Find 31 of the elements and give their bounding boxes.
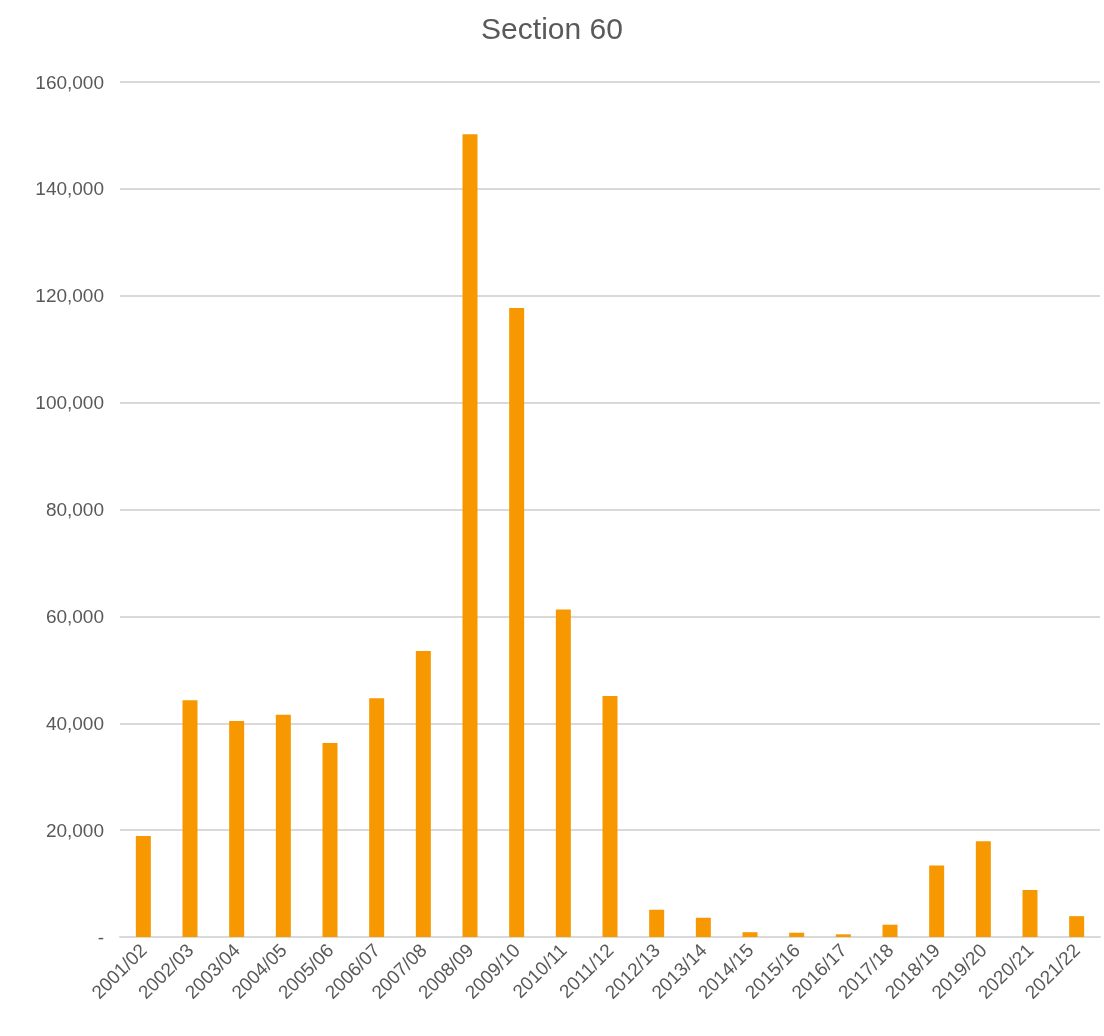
y-tick-label: 40,000	[45, 712, 104, 734]
bar	[1069, 916, 1085, 937]
chart-title: Section 60	[481, 11, 623, 45]
bar	[789, 932, 805, 937]
bar	[929, 865, 945, 937]
bar	[509, 308, 525, 937]
y-tick-label: 160,000	[35, 71, 104, 93]
bar	[975, 841, 991, 937]
y-tick-label: 120,000	[35, 285, 104, 307]
y-tick-label: 20,000	[45, 819, 104, 841]
y-tick-label: 60,000	[45, 605, 104, 627]
bar	[229, 721, 245, 937]
bar	[602, 696, 618, 937]
bar	[415, 651, 431, 937]
bar	[182, 700, 198, 937]
y-tick-label: 80,000	[45, 499, 104, 520]
y-tick-label: 140,000	[35, 178, 104, 200]
y-tick-label: -	[97, 926, 104, 948]
bar	[322, 743, 338, 937]
bar	[1022, 889, 1038, 937]
bar	[695, 917, 711, 937]
bar	[462, 134, 478, 937]
bar	[835, 934, 851, 937]
bar	[275, 714, 291, 937]
y-tick-label: 100,000	[35, 392, 104, 414]
bar	[369, 698, 385, 937]
bar	[649, 909, 665, 937]
bar	[882, 924, 898, 937]
bar	[742, 932, 758, 937]
bar	[135, 836, 151, 937]
bar	[555, 609, 571, 937]
